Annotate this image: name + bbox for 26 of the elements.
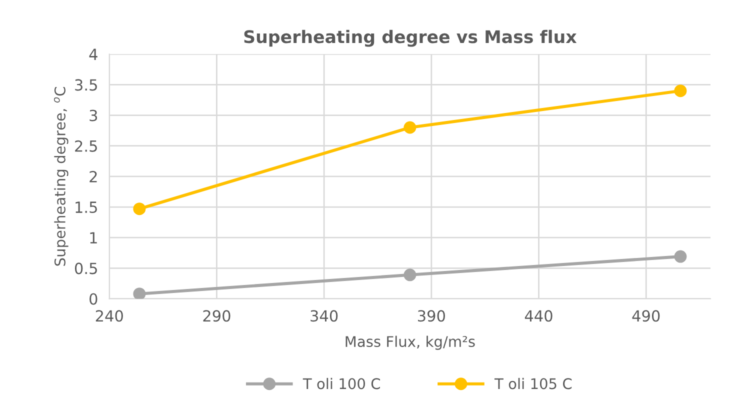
y-tick-label: 4 [89,48,98,60]
y-tick-label: 1.5 [76,202,97,214]
y-axis-title: Superheating degree, $^{o}$C [54,87,68,266]
point [404,121,416,134]
point [133,288,146,299]
y-tick-label: 3.5 [75,79,97,91]
x-tick-label: 340 [310,310,338,322]
y-tick-label: 2.5 [75,140,97,152]
x-tick-label: 440 [524,310,552,322]
y-tick-label: 2 [90,170,97,182]
x-axis-title: Mass Flux, kg/m²s [346,336,475,350]
y-tick-label: 3 [90,110,98,122]
point [674,250,687,263]
legend-label: T oli 100 C [302,378,380,390]
x-tick-label: 290 [203,310,230,322]
x-tick-label: 390 [418,310,445,322]
point [404,268,416,282]
y-tick-label: 0.5 [74,262,97,274]
x-tick-label: 240 [96,310,123,322]
y-tick-label: 1 [90,232,97,244]
legend-label: T oli 105 C [494,378,572,390]
chart-title: Superheating degree vs Mass flux [244,30,577,47]
x-tick-label: 490 [632,310,660,322]
y-tick-label: 0 [90,293,98,305]
point [133,202,146,216]
point [674,84,687,98]
